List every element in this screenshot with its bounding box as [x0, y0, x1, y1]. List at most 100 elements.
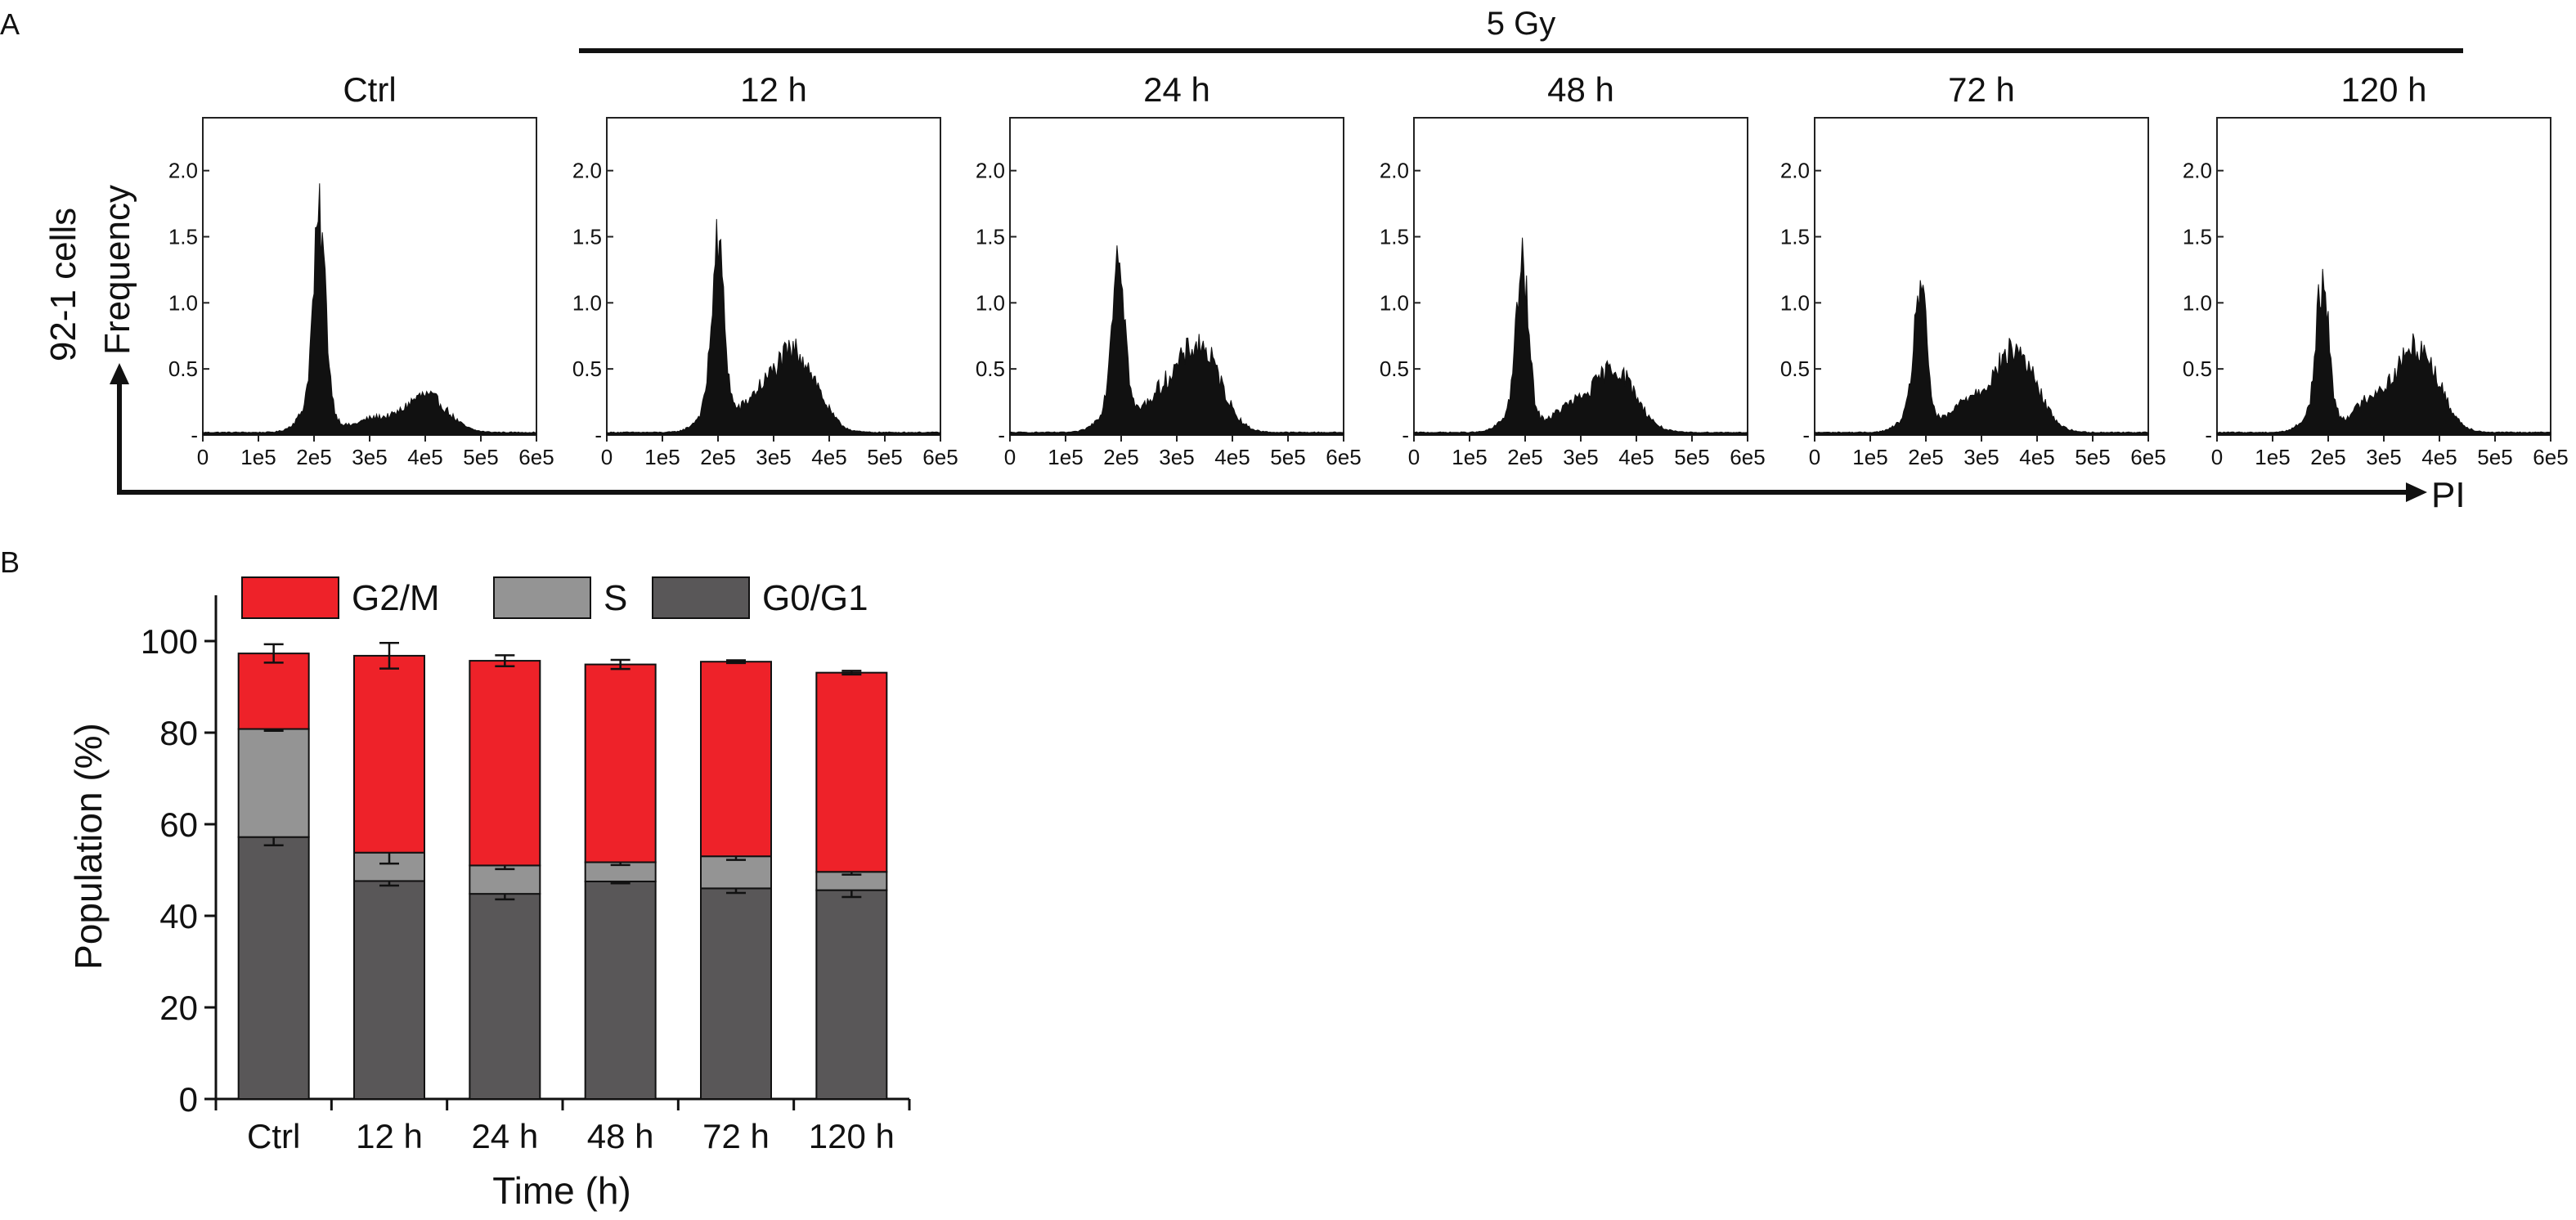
x-tick-label: 2e5: [1103, 445, 1138, 469]
histogram-frame: [1413, 117, 1748, 436]
y-tick-label: 1.0: [572, 290, 602, 315]
y-tick-label: 1.0: [1380, 290, 1409, 315]
x-tick-label: 2e5: [1908, 445, 1943, 469]
bar-chart-legend: G2/M S G0/G1: [241, 576, 868, 619]
y-tick-label: 2.0: [168, 159, 198, 183]
x-tick-label: 6e5: [1326, 445, 1361, 469]
bar-segment: [584, 663, 657, 863]
y-tick-label: -: [998, 423, 1005, 447]
x-tick-label: 0: [601, 445, 613, 469]
x-tick-label: 72 h: [702, 1117, 770, 1155]
y-tick-label: 1.5: [572, 225, 602, 249]
y-tick-label: 40: [159, 897, 198, 935]
y-tick-label: -: [595, 423, 602, 447]
y-tick-label: 100: [141, 622, 198, 661]
x-tick-label: 0: [1809, 445, 1820, 469]
y-axis-arrowhead: [110, 363, 129, 384]
x-tick-label: 4e5: [407, 445, 442, 469]
x-tick-label: 1e5: [240, 445, 276, 469]
y-tick-label: 2.0: [2183, 159, 2212, 183]
legend-swatch: [493, 576, 591, 619]
bar-segment: [469, 660, 541, 867]
x-tick-label: 1e5: [1048, 445, 1083, 469]
x-tick-label: 12 h: [356, 1117, 423, 1155]
y-tick-label: -: [1802, 423, 1810, 447]
x-tick-label: 5e5: [867, 445, 902, 469]
y-tick-label: 0.5: [976, 357, 1005, 381]
histogram-bars: [606, 218, 941, 436]
y-tick-label: 60: [159, 805, 198, 844]
x-axis-arrowhead: [2406, 482, 2427, 502]
bar-segment: [815, 889, 888, 1101]
y-tick-label: 1.5: [2183, 225, 2212, 249]
y-tick-label: 1.0: [976, 290, 1005, 315]
x-tick-label: 0: [1408, 445, 1420, 469]
histogram-bars: [1009, 245, 1344, 436]
x-tick-label: 4e5: [811, 445, 846, 469]
histogram-title: 72 h: [1948, 70, 2015, 109]
x-tick-label: 3e5: [1563, 445, 1598, 469]
legend-label: G0/G1: [762, 578, 868, 618]
treatment-label: 5 Gy: [1487, 6, 1555, 42]
x-tick-label: 2e5: [2310, 445, 2345, 469]
y-tick-label: 1.0: [168, 290, 198, 315]
bar-segment: [237, 836, 310, 1100]
legend-swatch: [241, 576, 339, 619]
histogram-4: 48 h 0.5 1.0 1.5 2.0 -0 1e5 2e5 3e5 4e5 5e5 6e5: [1380, 70, 1766, 469]
y-tick-label: 1.5: [168, 225, 198, 249]
x-tick-label: 3e5: [1963, 445, 1999, 469]
x-tick-label: 6e5: [518, 445, 554, 469]
x-tick-label: 3e5: [2366, 445, 2401, 469]
x-tick-label: 6e5: [1730, 445, 1765, 469]
histogram-frame: [2216, 117, 2551, 436]
y-tick-label: 0.5: [572, 357, 602, 381]
panel-b: B G2/M S G0/G1 Population (%) Time (h) 0 20…: [0, 545, 911, 1212]
y-tick-label: -: [2205, 423, 2212, 447]
histogram-bars: [202, 183, 537, 436]
histogram-1: Ctrl 0.5 1.0 1.5 2.0 -0 1e5 2e5 3e5 4e5 5e5 6e5: [168, 70, 554, 469]
y-tick-label: 0.5: [1780, 357, 1810, 381]
y-tick-label: 1.5: [1780, 225, 1810, 249]
y-tick-label: 0: [179, 1080, 198, 1119]
x-tick-label: 0: [1004, 445, 1016, 469]
histogram-5: 72 h 0.5 1.0 1.5 2.0 -0 1e5 2e5 3e5 4e5 5e5 6e5: [1780, 70, 2166, 469]
y-tick-label: -: [1402, 423, 1409, 447]
bar-chart-y-label: Population (%): [67, 723, 110, 970]
histogram-6: 120 h 0.5 1.0 1.5 2.0 -0 1e5 2e5 3e5 4e5 5e5 6e5: [2183, 70, 2569, 469]
x-tick-label: 1e5: [644, 445, 680, 469]
histogram-bars: [1814, 280, 2149, 436]
x-tick-label: 48 h: [587, 1117, 654, 1155]
legend-swatch: [652, 576, 750, 619]
y-tick-label: 2.0: [1380, 159, 1409, 183]
y-tick-label: -: [191, 423, 198, 447]
panel-a-label: A: [0, 7, 20, 41]
bar-segment: [584, 881, 657, 1100]
panel-b-label: B: [0, 545, 20, 579]
y-tick-label: 2.0: [976, 159, 1005, 183]
bar-segment: [237, 653, 310, 730]
x-tick-label: 1e5: [1452, 445, 1487, 469]
legend-label: G2/M: [352, 578, 440, 618]
x-tick-label: 6e5: [922, 445, 958, 469]
histogram-title: Ctrl: [343, 70, 396, 109]
x-tick-label: 6e5: [2130, 445, 2165, 469]
x-tick-label: 2e5: [1507, 445, 1542, 469]
histogram-frame: [202, 117, 537, 436]
bar-chart: 0 20 40 60 80 100 Ctrl 12 h 24 h 48 h 72 h 120 h: [141, 595, 911, 1155]
x-tick-label: 4e5: [2019, 445, 2054, 469]
histogram-bars: [2216, 268, 2551, 436]
bar-segment: [353, 654, 425, 854]
x-tick-label: 5e5: [1674, 445, 1709, 469]
x-tick-label: 1e5: [2255, 445, 2290, 469]
x-tick-label: 24 h: [471, 1117, 538, 1155]
x-tick-label: 3e5: [1159, 445, 1194, 469]
bar-segment: [700, 887, 772, 1101]
x-tick-label: 3e5: [756, 445, 791, 469]
histogram-title: 12 h: [740, 70, 807, 109]
x-tick-label: Ctrl: [247, 1117, 300, 1155]
x-tick-label: 1e5: [1852, 445, 1887, 469]
legend-label: S: [604, 578, 627, 618]
x-tick-label: 5e5: [1270, 445, 1305, 469]
